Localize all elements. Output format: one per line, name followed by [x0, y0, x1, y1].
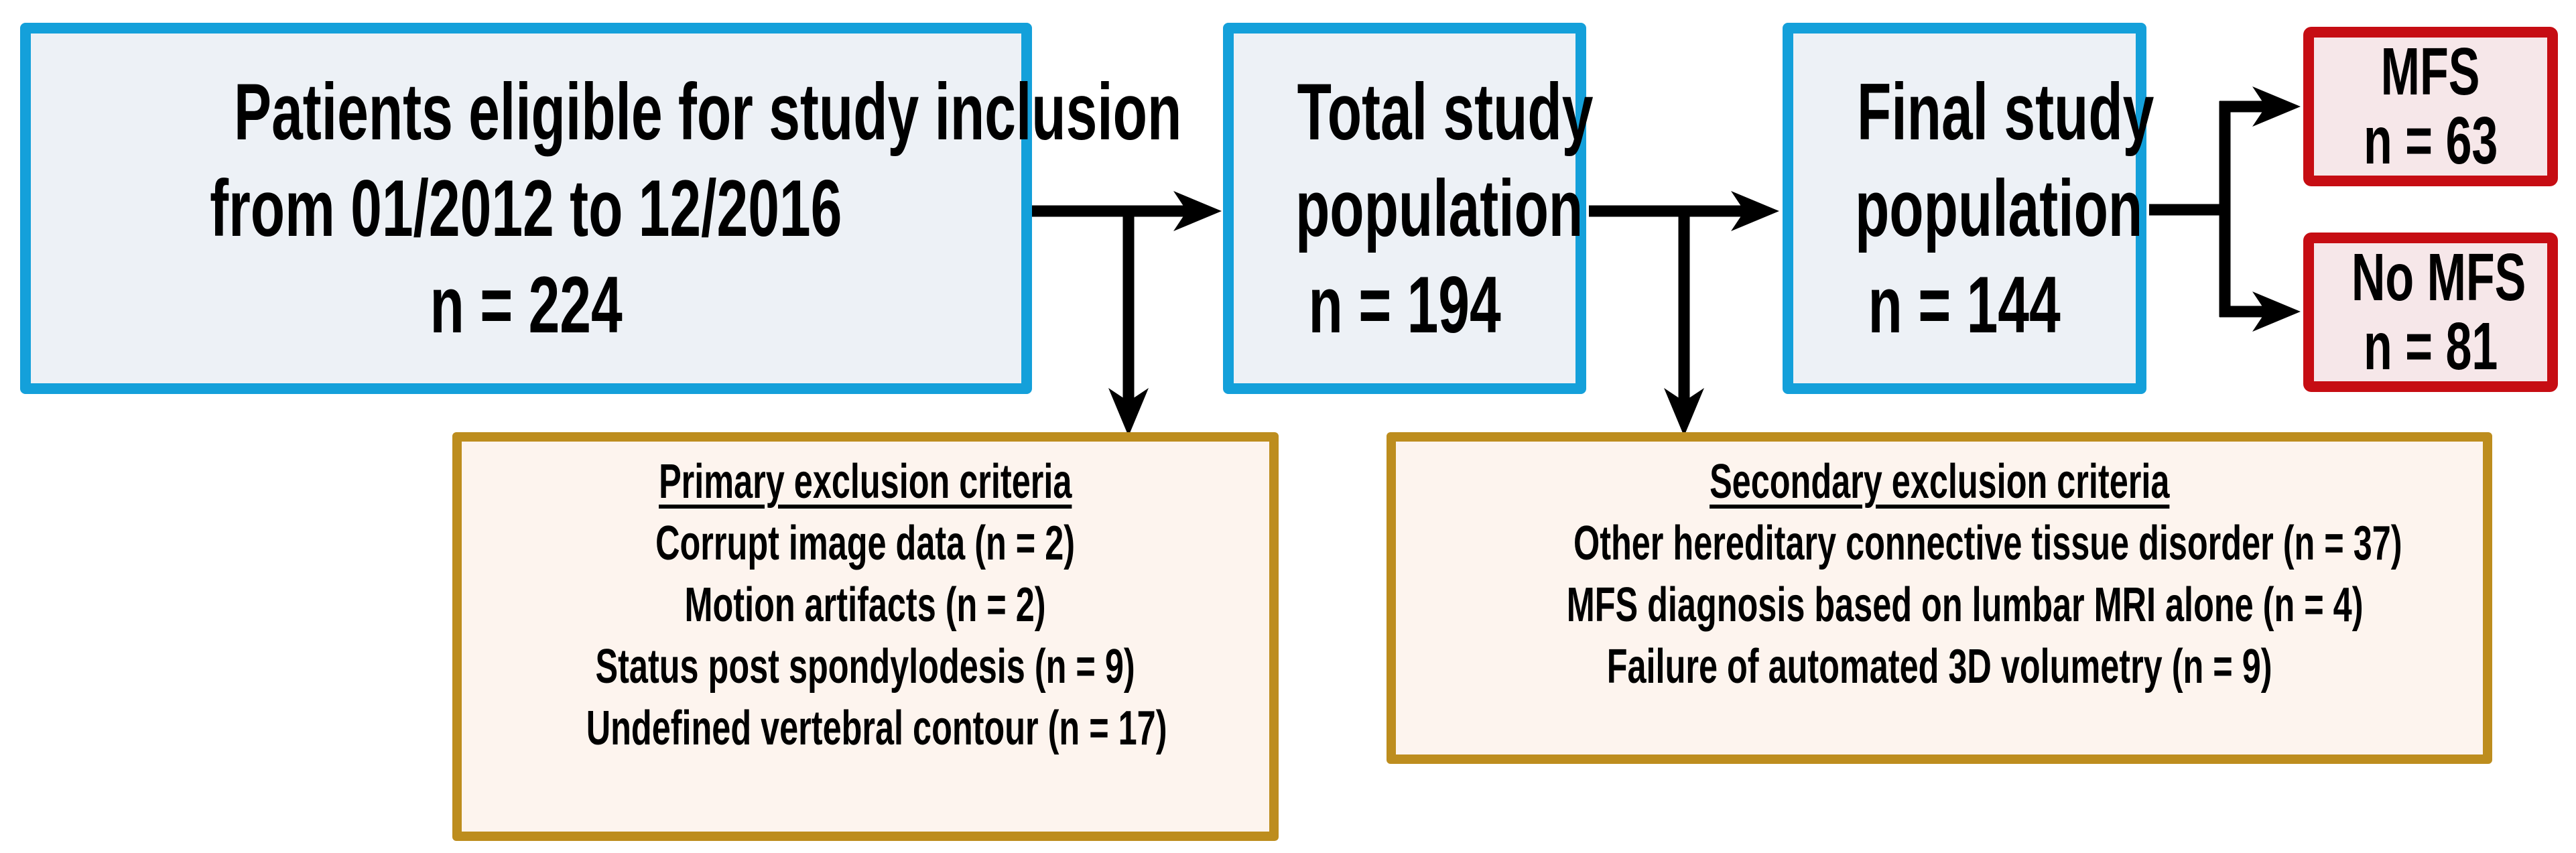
secondary-exclusion-item-1: Other hereditary connective tissue disor…: [1573, 517, 2402, 570]
node-mfs-count: n = 63: [2363, 103, 2498, 178]
primary-exclusion-title: Primary exclusion criteria: [659, 455, 1072, 509]
node-mfs-label: MFS: [2381, 34, 2480, 109]
arrow-to-no-mfs-head: [2252, 291, 2301, 332]
primary-exclusion-item-1: Corrupt image data (n = 2): [655, 517, 1076, 570]
node-no-mfs: No MFS n = 81: [2303, 233, 2558, 392]
node-eligible-line-1: Patients eligible for study inclusion: [234, 67, 1182, 157]
node-primary-exclusion: Primary exclusion criteria Corrupt image…: [452, 432, 1279, 841]
arrow-total-to-final-head: [1731, 191, 1779, 231]
node-secondary-exclusion: Secondary exclusion criteria Other hered…: [1387, 432, 2492, 764]
node-total-line-1: Total study: [1297, 67, 1594, 157]
node-mfs: MFS n = 63: [2303, 27, 2558, 186]
primary-exclusion-item-3: Status post spondylodesis (n = 9): [595, 640, 1136, 694]
primary-exclusion-item-4: Undefined vertebral contour (n = 17): [586, 702, 1167, 755]
node-total-line-2: population: [1295, 163, 1584, 253]
arrow-to-secondary-exclusion-head: [1664, 388, 1704, 436]
node-final-population: Final study population n = 144: [1783, 23, 2154, 394]
node-no-mfs-label: No MFS: [2351, 240, 2526, 315]
arrow-eligible-to-total-head: [1173, 191, 1222, 231]
node-final-count: n = 144: [1868, 260, 2061, 350]
node-final-line-1: Final study: [1857, 67, 2154, 157]
node-no-mfs-count: n = 81: [2363, 309, 2498, 384]
node-total-count: n = 194: [1308, 260, 1501, 350]
node-total-population: Total study population n = 194: [1223, 23, 1594, 394]
primary-exclusion-item-2: Motion artifacts (n = 2): [684, 578, 1047, 632]
node-eligible-count: n = 224: [430, 260, 623, 350]
node-final-line-2: population: [1854, 163, 2143, 253]
arrow-to-primary-exclusion-head: [1108, 388, 1149, 436]
secondary-exclusion-title: Secondary exclusion criteria: [1709, 455, 2170, 509]
secondary-exclusion-item-3: Failure of automated 3D volumetry (n = 9…: [1606, 640, 2272, 694]
node-eligible: Patients eligible for study inclusion fr…: [20, 23, 1182, 394]
node-eligible-line-2: from 01/2012 to 12/2016: [210, 163, 842, 253]
arrow-to-mfs-head: [2252, 86, 2301, 127]
secondary-exclusion-item-2: MFS diagnosis based on lumbar MRI alone …: [1566, 578, 2364, 632]
